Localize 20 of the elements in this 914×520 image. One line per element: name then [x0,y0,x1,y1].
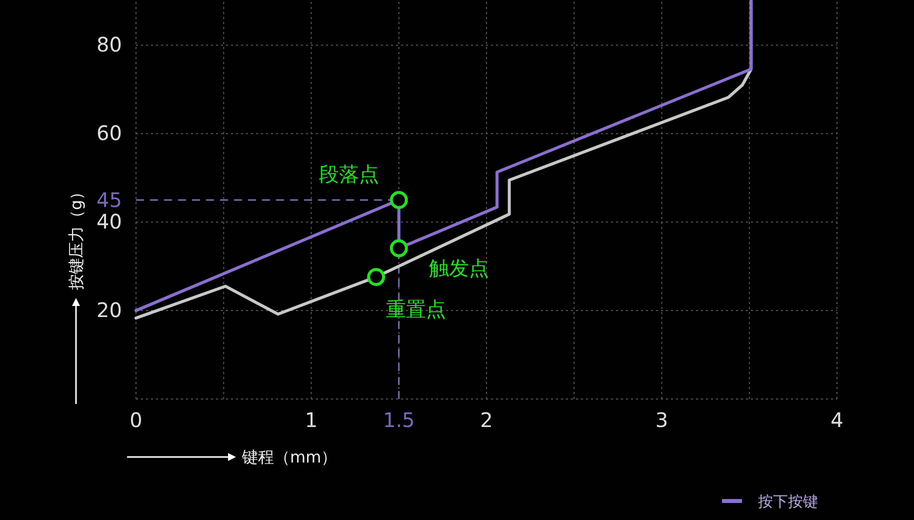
legend-label: 按下按键 [758,492,818,510]
y-tick-label: 80 [96,32,122,57]
y-tick-label: 40 [96,210,122,234]
point [390,239,408,258]
x-tick-label: 1 [304,408,318,432]
x-tick-label: 2 [480,408,493,432]
point [390,191,408,209]
ref-line-label: 45 [96,188,122,212]
x-tick-label: 3 [655,408,668,432]
y-axis-title: 按键压力（g） [66,184,86,290]
x-tick-label: 0 [130,408,142,432]
point [367,268,386,286]
ref-line-label: 1.5 [382,408,415,432]
annotation: 触发点 [428,256,489,280]
annotation: 段落点 [318,162,379,186]
y-tick-label: 20 [96,298,122,322]
x-tick-label: 4 [830,408,844,432]
annotation: 重置点 [386,296,446,321]
y-tick-label: 60 [96,121,122,146]
x-axis-title: 键程（mm） [241,448,338,467]
